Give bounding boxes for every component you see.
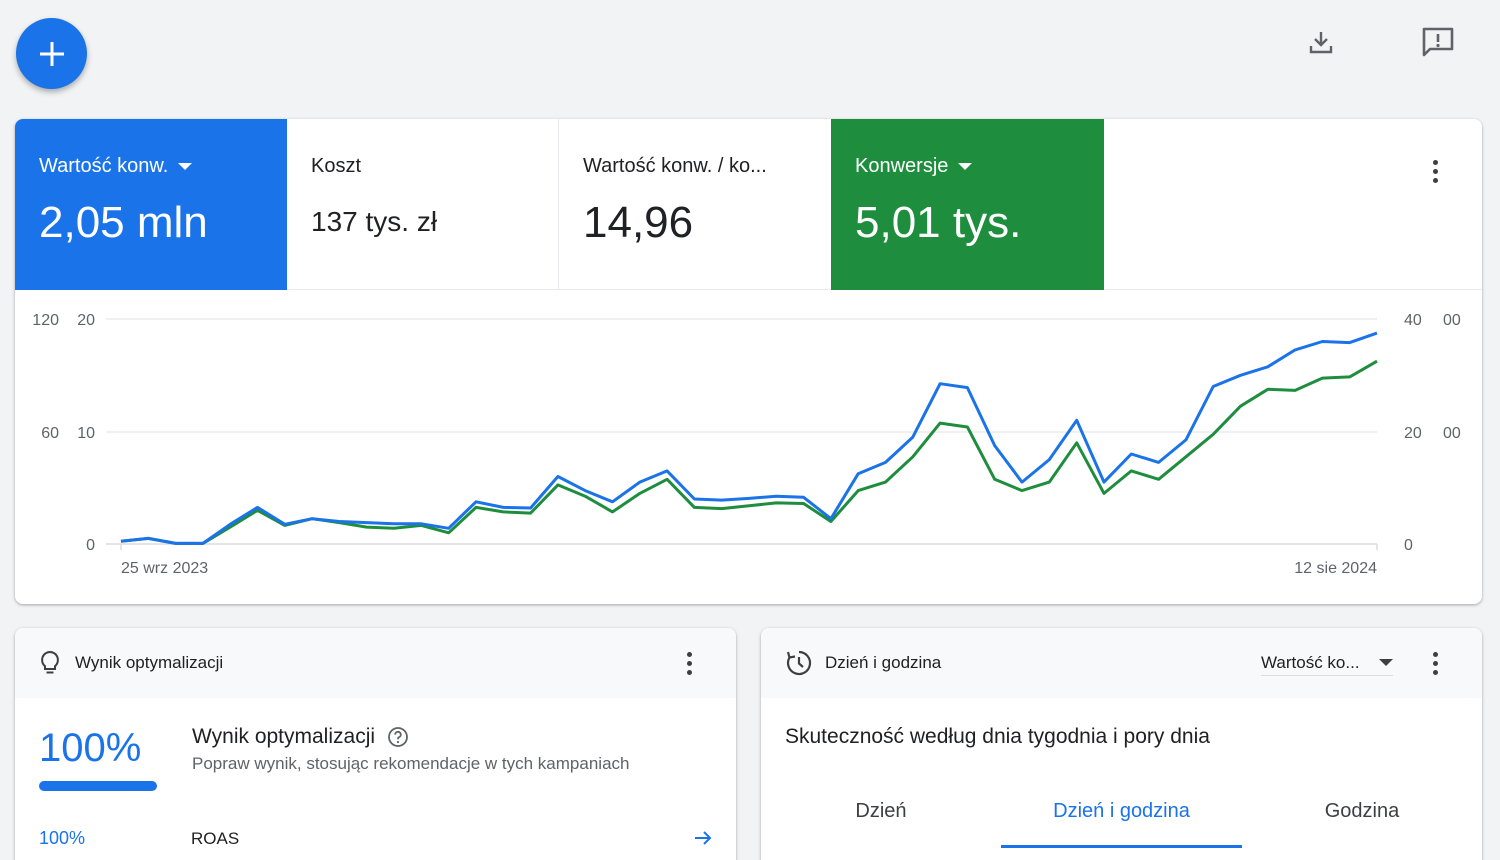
y-left-inner-tick: 10 (77, 425, 95, 442)
metric-label: Wartość konw. (39, 155, 287, 178)
optimization-score: 100% (39, 726, 142, 770)
x-tick-label-start: 25 wrz 2023 (121, 560, 208, 577)
optimization-progress-bar (39, 781, 157, 791)
y-left-tick: 0 (86, 537, 95, 554)
optimization-header-title: Wynik optymalizacji (75, 653, 224, 672)
optimization-title-row: Wynik optymalizacji (192, 725, 409, 749)
optimization-card-header: Wynik optymalizacji (15, 628, 736, 698)
more-options-icon[interactable] (1423, 151, 1447, 191)
lightbulb-icon (41, 650, 59, 674)
metric-empty-slot (1104, 119, 1482, 290)
y-right-tick: 40 (1404, 312, 1422, 329)
dropdown-caret-icon[interactable] (958, 163, 973, 170)
day-time-card-header: Dzień i godzina Wartość ko... (761, 628, 1482, 698)
performance-chart: 120 60 0 20 10 40 20 0 00 00 25 wrz 2023… (32, 312, 1461, 577)
tab-hour[interactable]: Godzina (1324, 800, 1400, 822)
metric-label-text: Koszt (311, 155, 362, 177)
y-right-outer-tick: 00 (1443, 312, 1461, 329)
campaign-row-link[interactable] (693, 828, 713, 853)
help-icon[interactable] (387, 726, 409, 748)
y-right-tick: 0 (1404, 537, 1413, 554)
metric-value: 137 tys. zł (311, 206, 438, 237)
y-left-inner-tick: 20 (77, 312, 95, 329)
metric-conv-value-per-cost[interactable]: Wartość konw. / ko... 14,96 (559, 119, 831, 290)
arrow-right-icon (695, 831, 712, 845)
download-icon (1309, 32, 1333, 54)
day-time-header-title: Dzień i godzina (825, 653, 942, 672)
y-left-outer-tick: 120 (32, 312, 59, 329)
metric-value: 14,96 (583, 198, 694, 247)
y-left-outer-tick: 60 (41, 425, 59, 442)
metric-cost[interactable]: Koszt 137 tys. zł (287, 119, 558, 290)
series-line-conversions (120, 359, 1378, 545)
y-right-outer-tick: 00 (1443, 425, 1461, 442)
metric-dropdown-value: Wartość ko... (1261, 652, 1360, 672)
day-time-card: Dzień i godzina Wartość ko... Skutecznoś… (761, 628, 1482, 860)
tab-day-and-hour[interactable]: Dzień i godzina (1001, 798, 1242, 848)
performance-card: Wartość konw. 2,05 mln Koszt 137 tys. zł… (15, 119, 1482, 604)
more-options-icon[interactable] (677, 643, 701, 683)
feedback-icon (1422, 27, 1454, 57)
add-icon (39, 41, 64, 66)
metric-label-text: Konwersje (855, 155, 949, 177)
more-options-icon[interactable] (1423, 643, 1447, 683)
create-button[interactable] (16, 18, 87, 89)
series-layer (120, 331, 1378, 545)
feedback-button[interactable] (1418, 22, 1458, 62)
download-button[interactable] (1301, 22, 1341, 62)
metric-dropdown[interactable]: Wartość ko... (1261, 650, 1393, 676)
campaign-score: 100% (39, 828, 86, 848)
optimization-card: Wynik optymalizacji 100% Wynik optymaliz… (15, 628, 736, 860)
tab-day[interactable]: Dzień (855, 800, 907, 822)
metric-divider (558, 119, 559, 290)
x-tick-label-end: 12 sie 2024 (1294, 560, 1377, 577)
campaign-name: ROAS (191, 829, 240, 848)
y-right-tick: 20 (1404, 425, 1422, 442)
series-line-conv-value (120, 331, 1378, 545)
day-time-title: Skuteczność według dnia tygodnia i pory … (785, 725, 1210, 748)
metric-label-text: Wartość konw. (39, 155, 169, 177)
metric-label-text: Wartość konw. / ko... (583, 155, 767, 177)
metric-conversions[interactable]: Konwersje 5,01 tys. (831, 119, 1104, 290)
metric-conv-value[interactable]: Wartość konw. 2,05 mln (15, 119, 287, 290)
optimization-title: Wynik optymalizacji (192, 725, 376, 748)
metric-value: 5,01 tys. (855, 198, 1022, 247)
metric-value: 2,05 mln (39, 198, 208, 247)
optimization-subtitle: Popraw wynik, stosując rekomendacje w ty… (192, 754, 630, 773)
dropdown-caret-icon (1379, 659, 1393, 666)
dropdown-caret-icon[interactable] (178, 163, 193, 170)
schedule-icon (786, 650, 812, 676)
